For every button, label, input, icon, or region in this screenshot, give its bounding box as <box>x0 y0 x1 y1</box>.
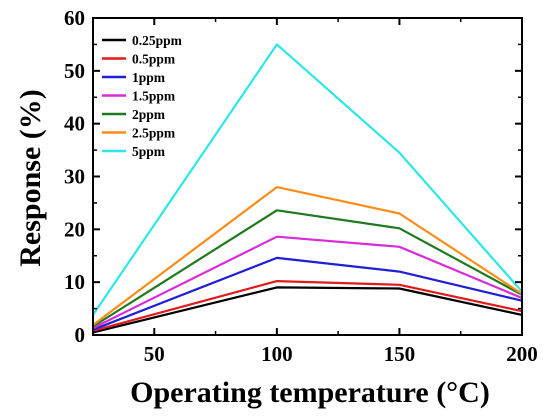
legend-label-5ppm: 5ppm <box>132 144 166 159</box>
series-line-1ppm <box>92 256 523 331</box>
y-tick-label-30: 30 <box>64 165 85 189</box>
y-tick-label-50: 50 <box>64 59 85 83</box>
series-line-2-5ppm <box>92 186 523 326</box>
legend-label-1-5ppm: 1.5ppm <box>132 89 176 104</box>
legend-label-2-5ppm: 2.5ppm <box>132 126 176 141</box>
series-line-0-25ppm <box>92 286 523 334</box>
series-line-5ppm <box>92 43 523 316</box>
legend-label-2ppm: 2ppm <box>132 107 166 122</box>
x-tick-label-50: 50 <box>144 342 165 366</box>
y-tick-label-40: 40 <box>64 112 85 136</box>
x-tick-label-100: 100 <box>261 342 293 366</box>
legend-label-0-5ppm: 0.5ppm <box>132 52 176 67</box>
x-axis-label: Operating temperature (°C) <box>130 376 490 409</box>
series-line-1-5ppm <box>92 235 523 330</box>
series-line-0-5ppm <box>92 280 523 332</box>
y-axis-label: Response (%) <box>14 89 47 267</box>
x-tick-label-200: 200 <box>506 342 538 366</box>
y-tick-label-20: 20 <box>64 217 85 241</box>
legend-label-1ppm: 1ppm <box>132 70 166 85</box>
legend-label-0-25ppm: 0.25ppm <box>132 33 183 48</box>
series-line-2ppm <box>92 209 523 328</box>
y-tick-label-0: 0 <box>75 323 86 347</box>
y-tick-label-60: 60 <box>64 6 85 30</box>
y-tick-label-10: 10 <box>64 270 85 294</box>
x-tick-label-150: 150 <box>384 342 416 366</box>
